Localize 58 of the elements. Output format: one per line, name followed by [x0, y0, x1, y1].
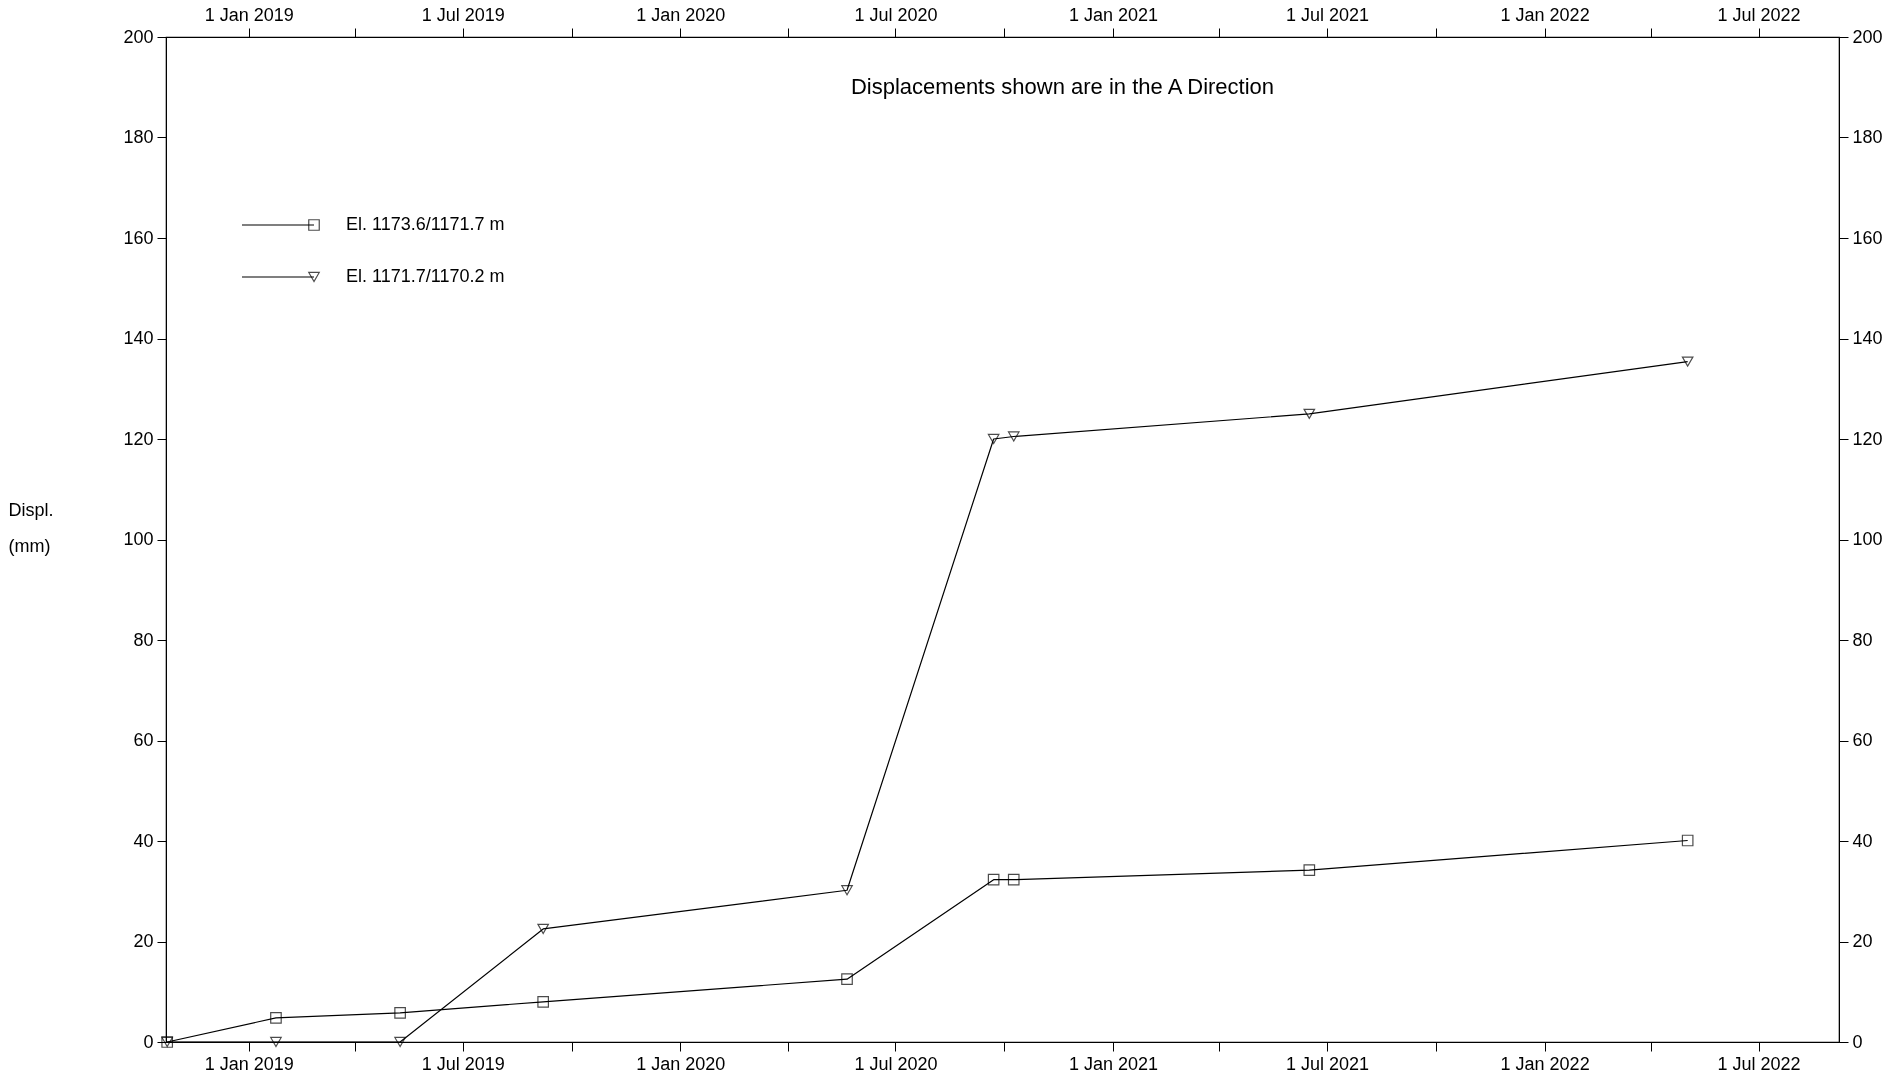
y-tick-label: 180 [123, 127, 154, 147]
y2-tick-label: 40 [1852, 830, 1873, 851]
x2-tick-label: 1 Jan 2022 [1500, 4, 1590, 25]
x-tick-label: 1 Jul 2019 [421, 1053, 505, 1074]
x2-tick-label: 1 Jan 2019 [204, 4, 294, 25]
point [270, 1012, 282, 1024]
x2-tick-label: 1 Jan 2020 [636, 4, 726, 25]
point [1681, 834, 1694, 847]
x2-tick-label: 1 Jan 2021 [1069, 4, 1159, 25]
point [1303, 864, 1316, 876]
y2-tick-label: 20 [1852, 931, 1873, 951]
y-tick-label: 200 [123, 26, 154, 47]
y-tick-label: 160 [123, 227, 154, 248]
point [270, 1036, 282, 1048]
y-axis-title: Displ. (mm) [8, 500, 54, 556]
text: Displacements shown are in the A Direction [850, 74, 1275, 99]
y-tick-label: 100 [123, 529, 154, 549]
point [394, 1036, 406, 1048]
x-tick-label: 1 Jan 2019 [204, 1053, 294, 1074]
x-tick-label: 1 Jul 2020 [854, 1053, 938, 1074]
y2-tick-label: 200 [1852, 26, 1883, 47]
x2-tick-label: 1 Jul 2021 [1286, 4, 1370, 25]
point [987, 433, 1000, 445]
point [987, 873, 1000, 886]
y2-tick-label: 120 [1852, 428, 1883, 449]
x-tick-label: 1 Jan 2021 [1069, 1053, 1159, 1074]
y-tick-label: 40 [133, 830, 154, 851]
x-tick-label: 1 Jul 2022 [1717, 1053, 1801, 1074]
point [537, 923, 550, 935]
point [394, 1007, 406, 1019]
y2-tick-label: 0 [1852, 1031, 1863, 1052]
point [841, 973, 853, 986]
legend-label: El. 1173.6/1171.7 m [346, 214, 505, 234]
y2-tick-label: 80 [1852, 629, 1873, 650]
point [841, 885, 853, 896]
y2-tick-label: 180 [1852, 127, 1883, 147]
legend-label: El. 1171.7/1170.2 m [346, 266, 505, 286]
y-tick-label: 140 [123, 328, 154, 348]
y2-tick-label: 140 [1852, 328, 1883, 348]
x-tick-label: 1 Jan 2020 [636, 1053, 726, 1074]
point [537, 995, 550, 1008]
point [1681, 356, 1694, 367]
y-tick-label: 20 [133, 931, 154, 951]
point [1007, 431, 1020, 442]
y-tick-label: 80 [133, 629, 154, 650]
y2-tick-label: 160 [1852, 227, 1883, 248]
y2-tick-label: 100 [1852, 529, 1883, 549]
point [1007, 873, 1020, 886]
y-tick-label: 120 [123, 428, 154, 449]
x2-tick-label: 1 Jul 2022 [1717, 4, 1801, 25]
x-tick-label: 1 Jan 2022 [1500, 1053, 1590, 1074]
x-tick-label: 1 Jul 2021 [1286, 1053, 1370, 1074]
y-tick-label: 0 [143, 1031, 154, 1052]
x2-tick-label: 1 Jul 2019 [421, 4, 505, 25]
y2-tick-label: 60 [1852, 730, 1873, 750]
y-tick-label: 60 [133, 730, 154, 750]
x2-tick-label: 1 Jul 2020 [854, 4, 938, 25]
point [1303, 408, 1316, 420]
